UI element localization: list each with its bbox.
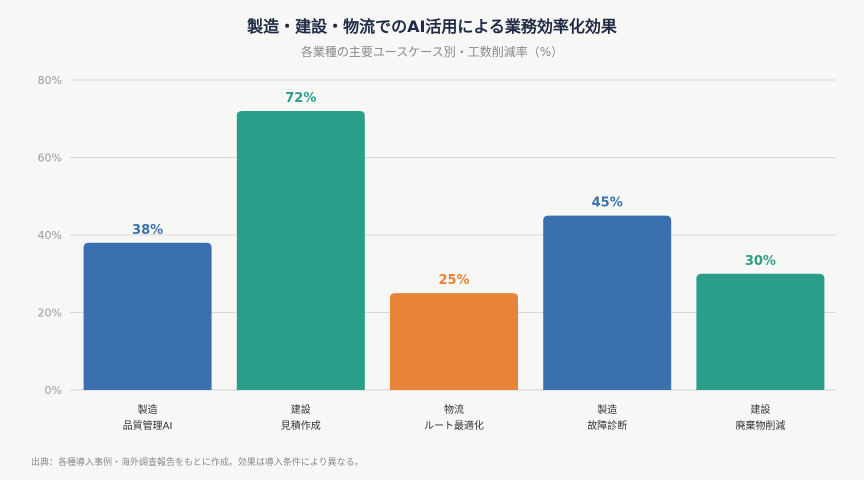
- x-tick-label: 製造: [597, 403, 617, 416]
- x-tick-label: 建設: [750, 403, 770, 416]
- bar-value-label: 45%: [592, 196, 623, 211]
- x-tick-label: 見積作成: [281, 419, 321, 432]
- x-tick-label: 製造: [138, 403, 158, 416]
- x-tick-label: 物流: [444, 403, 464, 416]
- y-tick-label: 60%: [38, 152, 62, 165]
- bar-value-label: 38%: [132, 223, 163, 238]
- x-tick-label: 建設: [291, 403, 311, 416]
- bar-value-label: 72%: [285, 91, 316, 106]
- x-tick-label: 故障診断: [587, 419, 627, 432]
- y-tick-label: 80%: [38, 74, 62, 87]
- bar-value-label: 30%: [745, 254, 776, 269]
- bar: [236, 111, 365, 390]
- bar: [83, 242, 212, 390]
- x-tick-label: 品質管理AI: [123, 419, 173, 432]
- source-note: 出典：各種導入事例・海外調査報告をもとに作成。効果は導入条件により異なる。: [31, 458, 364, 468]
- chart-title: 製造・建設・物流でのAI活用による業務効率化効果: [247, 17, 617, 36]
- chart-subtitle: 各業種の主要ユースケース別・工数削減率（%）: [300, 45, 564, 59]
- bar: [390, 293, 518, 390]
- y-tick-label: 40%: [38, 229, 62, 242]
- bar: [696, 273, 825, 390]
- x-tick-label: 廃棄物削減: [735, 419, 785, 432]
- bar: [543, 215, 672, 390]
- bar-value-label: 25%: [438, 273, 469, 288]
- x-tick-label: ルート最適化: [424, 419, 484, 432]
- y-tick-label: 20%: [38, 307, 62, 320]
- y-tick-label: 0%: [45, 384, 62, 397]
